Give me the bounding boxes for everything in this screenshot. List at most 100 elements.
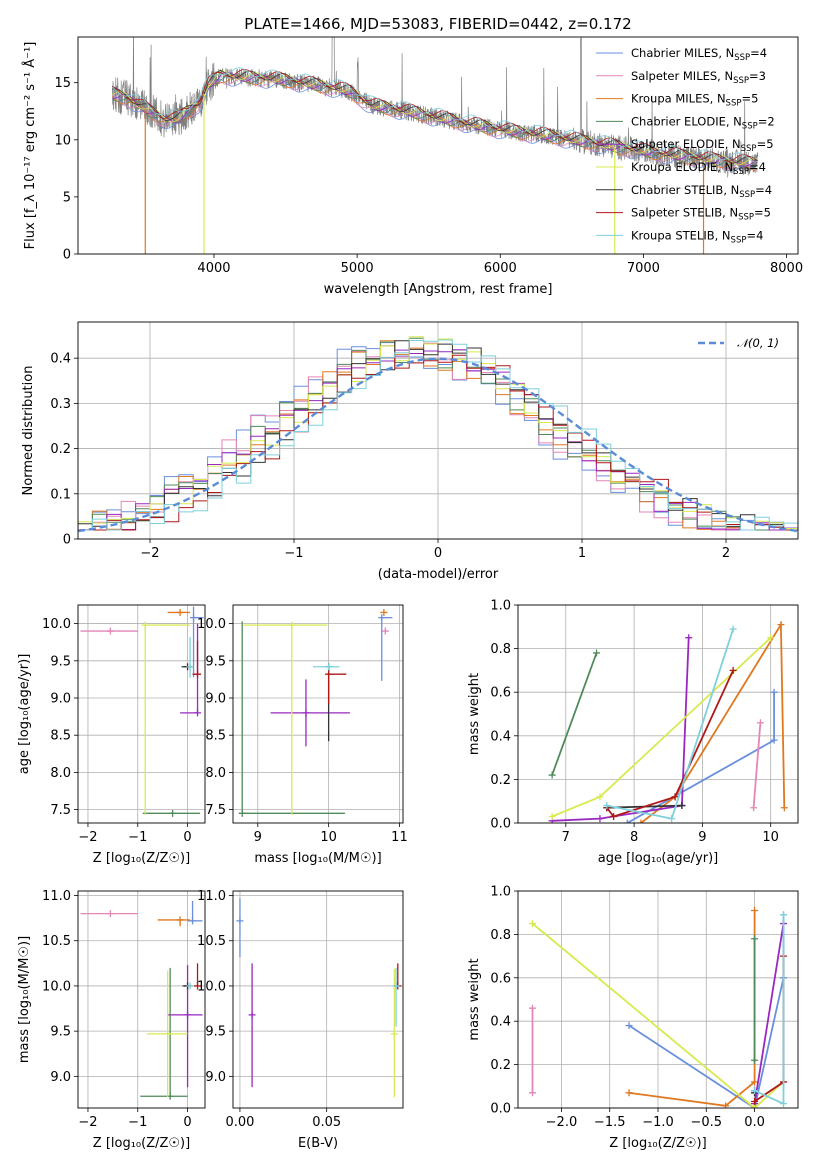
spectrum-ylabel: Flux [f_λ 10⁻¹⁷ erg cm⁻² s⁻¹ Å⁻¹]: [22, 42, 38, 250]
y-tick-label: 9.5: [205, 1025, 226, 1040]
errorbar-point: [190, 606, 204, 678]
y-tick-label: 10.0: [42, 617, 71, 632]
x-tick-label: 8: [630, 830, 638, 845]
errorbar-point: [381, 627, 389, 635]
point-marker: [106, 910, 114, 918]
series-marker: [729, 666, 737, 674]
y-tick-label: 7.5: [205, 803, 226, 818]
figure-title: PLATE=1466, MJD=53083, FIBERID=0442, z=0…: [244, 15, 631, 33]
x-tick-label: −1: [128, 830, 147, 845]
point-marker: [380, 608, 388, 616]
age-vs-mass-grid: [233, 605, 403, 823]
point-marker: [238, 809, 246, 817]
errorbar-point: [186, 982, 194, 990]
series-marker: [751, 1087, 759, 1095]
series-marker: [528, 920, 536, 928]
errorbar-point: [270, 679, 350, 747]
mass-vs-extinction-xlabel: E(B-V): [298, 1136, 338, 1151]
y-tick-label: 0.2: [50, 442, 71, 457]
series-line: [751, 911, 788, 1108]
series-marker: [780, 1100, 788, 1108]
series-marker: [777, 621, 785, 629]
y-tick-label: 0.6: [490, 686, 511, 701]
errorbar-point: [325, 670, 347, 704]
point-marker: [325, 670, 333, 678]
series-marker: [770, 736, 778, 744]
series-path: [752, 722, 762, 808]
y-tick-label: 1.0: [490, 885, 511, 900]
series-marker: [625, 1022, 633, 1030]
y-tick-label: 15: [54, 76, 71, 91]
spectrum-lines: [112, 37, 759, 254]
series-marker: [548, 771, 556, 779]
errorbar-point: [157, 916, 191, 927]
histogram-series: [78, 349, 798, 531]
residual-histogram-ticks: −2 −1 0 1 2 0 0.1 0.2 0.3 0.4: [50, 352, 730, 561]
series-line: [548, 649, 601, 779]
errorbar-point: [141, 621, 191, 815]
y-tick-label: 11.0: [42, 889, 71, 904]
x-tick-label: −0.5: [690, 1115, 722, 1130]
series-path: [531, 922, 785, 1108]
errorbar-point: [238, 621, 345, 817]
residual-histogram-ylabel: Normed distribution: [21, 366, 36, 496]
x-tick-label: 11: [391, 830, 408, 845]
series-marker: [756, 719, 764, 727]
mass-weight-vs-age-series: [548, 621, 788, 823]
series-marker: [671, 793, 679, 801]
point-marker: [194, 670, 202, 678]
y-tick-label: 10.0: [42, 979, 71, 994]
series-marker: [668, 815, 676, 823]
age-vs-mass-axes: 9 10 11 7.5 8.0 8.5 9.0 9.5 10.0 mass [log₁₀(M/M☉…: [197, 605, 408, 866]
age-vs-metallicity-ylabel: age [log₁₀(age/yr)]: [17, 654, 32, 775]
y-tick-label: 9.5: [205, 654, 226, 669]
age-vs-mass-points: [238, 608, 393, 817]
point-marker: [390, 1030, 398, 1038]
x-tick-label: 4000: [197, 261, 230, 276]
point-marker: [381, 627, 389, 635]
y-tick-label: 5: [63, 190, 71, 205]
model-line: [112, 71, 758, 168]
age-vs-metallicity-axes: −2 −1 0 7.5 8.0 8.5 9.0 9.5 10.0 Z [log₁₀(Z/Z☉)] a…: [17, 605, 205, 866]
legend-entry: Salpeter ELODIE, NSSP=5: [631, 137, 774, 154]
series-line: [528, 1004, 536, 1097]
y-tick-label: 0.4: [490, 729, 511, 744]
y-tick-label: 10.5: [42, 934, 71, 949]
y-tick-label: 10: [54, 133, 71, 148]
legend-entry: Chabrier STELIB, NSSP=4: [631, 183, 772, 200]
x-tick-label: −2.0: [546, 1115, 578, 1130]
x-tick-label: −2: [78, 830, 97, 845]
x-tick-label: 7: [562, 830, 570, 845]
series-marker: [780, 804, 788, 812]
errorbar-point: [187, 900, 203, 925]
point-marker: [392, 982, 400, 990]
spectrum-legend: Chabrier MILES, NSSP=4 Salpeter MILES, NS…: [596, 46, 775, 245]
y-tick-label: 10.0: [197, 617, 226, 632]
x-tick-label: −1.0: [642, 1115, 674, 1130]
point-marker: [176, 608, 184, 616]
mass-weight-vs-age-ticks: 7 8 9 10 0.0 0.2 0.4 0.6 0.8 1.0: [490, 599, 779, 846]
series-line: [751, 935, 759, 1064]
age-vs-metallicity-xlabel: Z [log₁₀(Z/Z☉)]: [93, 851, 190, 866]
series-path: [551, 652, 598, 776]
series-marker: [751, 1097, 759, 1105]
y-tick-label: 8.0: [50, 766, 71, 781]
point-marker: [164, 1030, 172, 1038]
mass-weight-vs-age-frame: [517, 604, 799, 824]
series-marker: [610, 812, 618, 820]
x-tick-label: 0.05: [312, 1115, 341, 1130]
y-tick-label: 0.4: [490, 1015, 511, 1030]
legend-entry: Salpeter STELIB, NSSP=5: [631, 206, 771, 223]
series-marker: [593, 649, 601, 657]
y-tick-label: 0.8: [490, 642, 511, 657]
point-marker: [186, 663, 194, 671]
y-tick-label: 0: [63, 533, 71, 548]
y-tick-label: 0.1: [50, 487, 71, 502]
y-tick-label: 0.3: [50, 397, 71, 412]
errorbar-point: [392, 967, 400, 1027]
mass-weight-vs-metallicity-ylabel: mass weight: [467, 958, 482, 1040]
x-tick-label: −1: [284, 546, 303, 561]
series-marker: [637, 819, 645, 823]
errorbar-point: [243, 621, 328, 815]
